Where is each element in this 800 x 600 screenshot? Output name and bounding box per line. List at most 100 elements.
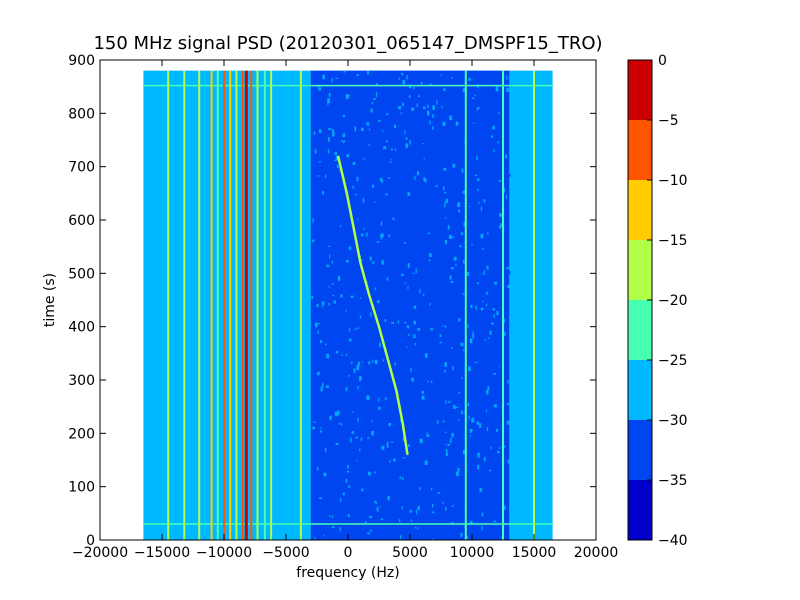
- noise-speck: [369, 529, 372, 532]
- noise-speck: [477, 178, 480, 182]
- noise-speck: [360, 259, 363, 262]
- noise-speck: [468, 366, 471, 372]
- noise-speck: [491, 135, 493, 138]
- colorbar-tick-label: −5: [658, 113, 679, 129]
- noise-speck: [461, 168, 464, 173]
- noise-speck: [404, 130, 406, 135]
- noise-speck: [334, 159, 336, 162]
- noise-speck: [384, 246, 387, 249]
- noise-speck: [322, 418, 325, 422]
- noise-speck: [394, 148, 397, 152]
- y-tick-label: 100: [68, 480, 95, 496]
- noise-speck: [342, 115, 346, 118]
- noise-speck: [429, 302, 431, 306]
- noise-speck: [393, 216, 397, 220]
- noise-speck: [463, 222, 466, 227]
- noise-speck: [402, 457, 405, 459]
- noise-speck: [340, 303, 342, 306]
- noise-speck: [321, 306, 323, 308]
- noise-speck: [372, 261, 375, 264]
- noise-speck: [398, 106, 402, 110]
- noise-speck: [452, 163, 456, 168]
- noise-speck: [346, 154, 349, 158]
- noise-speck: [391, 276, 395, 281]
- noise-speck: [453, 256, 457, 261]
- noise-speck: [332, 132, 335, 137]
- noise-speck: [491, 322, 494, 325]
- noise-speck: [472, 331, 474, 335]
- noise-speck: [405, 338, 408, 341]
- colorbar-tick-label: −15: [658, 233, 688, 249]
- noise-speck: [327, 245, 331, 247]
- noise-speck: [423, 157, 425, 160]
- noise-speck: [498, 365, 500, 367]
- noise-speck: [505, 154, 508, 159]
- noise-speck: [339, 184, 342, 187]
- noise-speck: [498, 448, 501, 451]
- noise-speck: [407, 364, 409, 368]
- noise-speck: [379, 505, 381, 507]
- noise-speck: [316, 198, 319, 202]
- noise-speck: [367, 437, 370, 439]
- noise-speck: [345, 94, 349, 100]
- noise-speck: [492, 308, 496, 311]
- noise-speck: [361, 361, 364, 363]
- noise-speck: [400, 112, 403, 115]
- noise-speck: [408, 333, 410, 336]
- noise-speck: [339, 225, 342, 228]
- noise-speck: [487, 416, 489, 422]
- noise-speck: [363, 158, 366, 160]
- noise-speck: [397, 320, 400, 324]
- noise-speck: [372, 359, 374, 364]
- noise-speck: [417, 506, 420, 511]
- noise-band: [310, 70, 510, 540]
- noise-speck: [472, 334, 475, 339]
- noise-speck: [424, 353, 428, 358]
- noise-speck: [311, 218, 313, 224]
- noise-speck: [373, 256, 375, 258]
- noise-speck: [325, 447, 327, 453]
- noise-speck: [477, 282, 480, 285]
- noise-speck: [331, 260, 334, 264]
- noise-speck: [505, 73, 507, 77]
- noise-speck: [428, 253, 432, 258]
- noise-speck: [486, 389, 489, 395]
- noise-speck: [486, 265, 489, 270]
- noise-speck: [318, 161, 322, 163]
- noise-speck: [442, 121, 446, 127]
- noise-speck: [325, 385, 329, 388]
- noise-speck: [316, 371, 320, 376]
- noise-speck: [436, 85, 438, 90]
- noise-speck: [413, 320, 417, 325]
- noise-speck: [356, 365, 360, 371]
- noise-speck: [411, 107, 415, 111]
- noise-speck: [382, 359, 384, 362]
- noise-speck: [481, 248, 485, 250]
- noise-speck: [369, 241, 372, 246]
- noise-speck: [474, 94, 477, 97]
- noise-speck: [318, 129, 322, 134]
- noise-speck: [340, 483, 342, 487]
- noise-speck: [415, 443, 419, 449]
- noise-speck: [489, 214, 493, 216]
- noise-speck: [313, 453, 316, 457]
- noise-speck: [480, 318, 483, 321]
- noise-speck: [406, 75, 408, 80]
- noise-speck: [480, 307, 484, 311]
- noise-speck: [482, 294, 485, 299]
- colorbar-segment: [628, 480, 652, 540]
- noise-speck: [320, 386, 323, 392]
- noise-speck: [495, 86, 499, 92]
- noise-speck: [430, 171, 432, 175]
- noise-speck: [407, 184, 410, 187]
- noise-speck: [471, 417, 475, 423]
- noise-speck: [404, 282, 406, 285]
- noise-speck: [507, 284, 511, 289]
- noise-speck: [335, 442, 339, 446]
- noise-speck: [444, 202, 446, 208]
- noise-speck: [463, 349, 465, 352]
- noise-speck: [360, 375, 362, 381]
- noise-speck: [326, 264, 330, 267]
- noise-speck: [381, 260, 384, 265]
- noise-speck: [451, 437, 453, 439]
